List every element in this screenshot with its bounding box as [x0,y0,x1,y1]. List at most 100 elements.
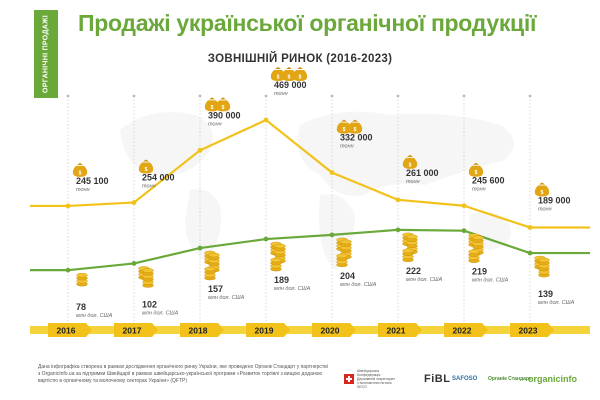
label-tons-value: 332 000 [340,133,373,143]
guide-dot [462,94,466,98]
point-usd [329,232,335,238]
point-usd [263,236,269,242]
money-bag-body [534,185,550,197]
money-bag-symbol: $ [343,127,346,133]
money-bag-symbol: $ [541,190,544,196]
money-bag-icon: $ [281,67,297,81]
label-usd-unit: млн дол. США [142,310,179,316]
money-bag-neck [275,67,281,69]
world-map-background [120,111,514,270]
guide-dot [396,94,400,98]
coin [406,234,418,240]
footer-line-3: вартістю в органічному та молочному сект… [38,378,188,384]
footer-line-1: Дана інфографіка створена в рамках дослі… [38,364,328,370]
year-tab [246,323,290,337]
money-bag-icon: $ [204,97,220,112]
guide-dot [330,94,334,98]
label-usd-value: 204 [340,271,355,281]
year-label: 2021 [387,326,406,336]
money-bag-body [215,100,231,112]
label-tons-value: 469 000 [274,80,307,90]
money-bag-icon: $ [270,67,286,81]
label-tons-value: 245 600 [472,176,505,186]
money-bag-body [270,70,286,81]
coin [142,268,154,273]
money-bag-neck [407,154,413,157]
money-bag-body [468,165,484,177]
money-bag-neck [352,119,358,122]
money-bag-body [72,165,88,177]
label-tons-unit: тонн [208,121,222,127]
point-tons [461,203,467,209]
guide-dot [264,94,268,98]
coin [538,257,550,263]
coin [208,252,220,258]
year-tab [444,323,488,337]
point-tons [527,225,533,230]
money-bag-neck [341,119,347,122]
swiss-flag-icon [344,374,354,384]
coin-stack-icon [336,253,348,268]
label-usd-unit: млн дол. США [340,282,377,288]
year-tab [114,323,158,337]
coin-stack-icon [142,268,154,288]
money-bag-symbol: $ [288,75,291,81]
year-tab [510,323,554,337]
money-bag-icon: $ [534,182,550,197]
point-usd [461,228,467,234]
label-tons-value: 254 000 [142,173,175,183]
label-usd-unit: млн дол. США [274,286,311,292]
coin [468,249,480,254]
point-usd [527,250,533,256]
year-label: 2017 [123,326,142,336]
money-bag-neck [220,97,226,100]
swiss-logo-text: Швейцарська Конфедерація · Державний сек… [357,369,395,389]
label-tons-value: 261 000 [406,168,439,178]
label-tons-unit: тонн [340,144,354,150]
label-usd-value: 222 [406,266,421,276]
label-tons-unit: тонн [142,184,156,190]
money-bag-body [336,122,352,134]
coin [274,243,286,249]
label-usd-value: 157 [208,284,223,294]
year-label: 2020 [321,326,340,336]
label-usd-value: 189 [274,275,289,285]
label-tons-unit: тонн [538,206,552,212]
point-tons [197,147,203,153]
money-bag-icon: $ [292,67,308,81]
coin [472,235,484,240]
money-bag-symbol: $ [211,105,214,111]
money-bag-neck [473,162,479,165]
money-bag-neck [539,182,545,185]
money-bag-body [402,157,418,169]
money-bag-symbol: $ [145,167,148,173]
year-tab [48,323,92,337]
label-usd-value: 219 [472,267,487,277]
coin [336,253,348,259]
page-title: Продажі української органічної продукції [78,10,537,36]
label-usd-unit: млн дол. США [472,278,509,284]
year-label: 2016 [57,326,76,336]
label-tons-unit: тонн [76,187,90,193]
series-line-tons [30,118,590,229]
money-bag-icon: $ [138,159,154,174]
point-tons [65,203,71,209]
money-bag-body [204,100,220,112]
label-usd-unit: млн дол. США [76,313,113,319]
point-tons [131,200,137,205]
coin [270,257,282,263]
point-usd [65,267,71,273]
money-bag-symbol: $ [409,162,412,168]
money-bag-body [281,70,297,81]
coin-stack-icon [468,249,480,263]
label-usd-value: 78 [76,302,86,312]
coin-stack-icon [270,257,282,272]
coin [340,239,352,245]
guide-dot [528,94,532,98]
point-usd [197,245,203,251]
label-tons-value: 189 000 [538,195,571,205]
money-bag-symbol: $ [354,127,357,133]
footer-line-2: з OrganicInfo.ua за підтримки Швейцарії … [38,371,323,377]
year-label: 2022 [453,326,472,336]
